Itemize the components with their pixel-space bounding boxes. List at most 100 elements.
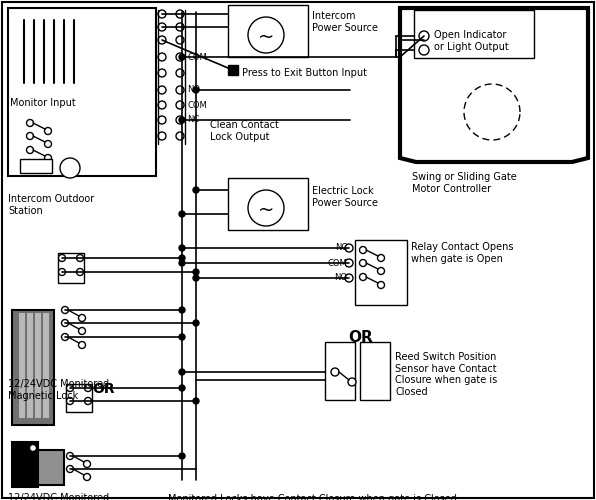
- Circle shape: [67, 384, 73, 392]
- Circle shape: [158, 23, 166, 31]
- Text: Electric Lock
Power Source: Electric Lock Power Source: [312, 186, 378, 208]
- Text: COM: COM: [187, 52, 207, 62]
- Circle shape: [359, 274, 367, 280]
- Circle shape: [61, 334, 69, 340]
- Circle shape: [193, 320, 199, 326]
- Circle shape: [179, 369, 185, 375]
- Circle shape: [193, 87, 199, 93]
- Text: OR: OR: [92, 382, 114, 396]
- Text: Swing or Sliding Gate
Motor Controller: Swing or Sliding Gate Motor Controller: [412, 172, 517, 194]
- Text: Relay Contact Opens
when gate is Open: Relay Contact Opens when gate is Open: [411, 242, 514, 264]
- Text: NO: NO: [334, 274, 347, 282]
- Circle shape: [58, 268, 66, 276]
- Circle shape: [176, 116, 184, 124]
- Circle shape: [176, 53, 184, 61]
- Circle shape: [179, 453, 185, 459]
- Circle shape: [193, 275, 199, 281]
- Circle shape: [79, 314, 85, 322]
- Bar: [8, 8, 156, 176]
- Circle shape: [193, 269, 199, 275]
- Circle shape: [176, 23, 184, 31]
- Circle shape: [158, 101, 166, 109]
- Circle shape: [179, 307, 185, 313]
- Circle shape: [67, 398, 73, 404]
- Text: Monitor Input: Monitor Input: [10, 98, 76, 108]
- Circle shape: [83, 474, 91, 480]
- Circle shape: [179, 334, 185, 340]
- Circle shape: [58, 254, 66, 262]
- Circle shape: [179, 255, 185, 261]
- Circle shape: [79, 342, 85, 348]
- Text: NC: NC: [187, 116, 199, 124]
- Circle shape: [26, 146, 33, 154]
- Circle shape: [176, 69, 184, 77]
- Circle shape: [158, 36, 166, 44]
- Circle shape: [248, 17, 284, 53]
- Circle shape: [60, 158, 80, 178]
- Text: 12/24VDC Monitored
Magnetic Lock: 12/24VDC Monitored Magnetic Lock: [8, 379, 109, 400]
- Circle shape: [85, 384, 92, 392]
- Text: Open Indicator
or Light Output: Open Indicator or Light Output: [434, 30, 509, 52]
- Bar: [228, 5, 308, 57]
- Circle shape: [45, 140, 51, 147]
- Circle shape: [76, 268, 83, 276]
- Text: NO: NO: [187, 86, 200, 94]
- Circle shape: [377, 282, 384, 288]
- Circle shape: [179, 54, 185, 60]
- Bar: [35, 313, 41, 418]
- Text: Reed Switch Position
Sensor have Contact
Closure when gate is
Closed: Reed Switch Position Sensor have Contact…: [395, 352, 497, 397]
- Text: Intercom
Power Source: Intercom Power Source: [312, 11, 378, 32]
- Text: COM: COM: [187, 100, 207, 110]
- Text: NC: NC: [335, 244, 347, 252]
- Bar: [27, 313, 33, 418]
- Circle shape: [158, 86, 166, 94]
- Circle shape: [377, 254, 384, 262]
- Bar: [325, 342, 355, 400]
- Bar: [414, 10, 534, 58]
- Circle shape: [179, 385, 185, 391]
- Circle shape: [331, 368, 339, 376]
- Bar: [58, 253, 84, 283]
- Circle shape: [85, 398, 92, 404]
- Circle shape: [179, 117, 185, 123]
- Bar: [66, 384, 92, 412]
- Circle shape: [158, 132, 166, 140]
- Circle shape: [76, 254, 83, 262]
- Circle shape: [29, 444, 36, 452]
- Circle shape: [45, 128, 51, 134]
- Polygon shape: [400, 8, 588, 162]
- Circle shape: [61, 306, 69, 314]
- Text: Press to Exit Button Input: Press to Exit Button Input: [242, 68, 367, 78]
- Bar: [43, 313, 49, 418]
- Circle shape: [193, 187, 199, 193]
- Circle shape: [193, 398, 199, 404]
- Text: COM: COM: [327, 258, 347, 268]
- Circle shape: [158, 53, 166, 61]
- Bar: [228, 178, 308, 230]
- Bar: [19, 313, 25, 418]
- Text: ~: ~: [258, 28, 274, 46]
- Text: Intercom Outdoor
Station: Intercom Outdoor Station: [8, 194, 94, 216]
- Bar: [355, 240, 407, 305]
- Circle shape: [26, 120, 33, 126]
- Circle shape: [158, 10, 166, 18]
- Bar: [228, 65, 238, 75]
- Circle shape: [179, 211, 185, 217]
- Text: OR: OR: [348, 330, 372, 345]
- Circle shape: [79, 328, 85, 334]
- Circle shape: [377, 268, 384, 274]
- Circle shape: [158, 69, 166, 77]
- Circle shape: [176, 36, 184, 44]
- Circle shape: [26, 132, 33, 140]
- Circle shape: [176, 86, 184, 94]
- Circle shape: [345, 274, 353, 282]
- Circle shape: [179, 260, 185, 266]
- Circle shape: [176, 132, 184, 140]
- Bar: [20, 159, 52, 173]
- Circle shape: [67, 466, 73, 472]
- Circle shape: [359, 246, 367, 254]
- Circle shape: [348, 378, 356, 386]
- Text: 12/24VDC Monitored
Electric Strike Lock: 12/24VDC Monitored Electric Strike Lock: [8, 493, 109, 500]
- Circle shape: [176, 10, 184, 18]
- Circle shape: [83, 460, 91, 468]
